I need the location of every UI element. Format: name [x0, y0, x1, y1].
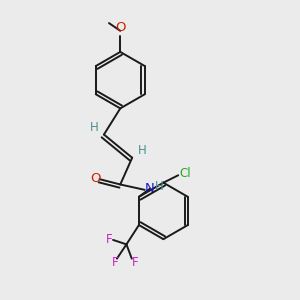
Text: F: F — [112, 256, 119, 269]
Text: O: O — [90, 172, 101, 185]
Text: O: O — [115, 21, 125, 34]
Text: Cl: Cl — [179, 167, 190, 180]
Text: F: F — [106, 232, 113, 245]
Text: H: H — [138, 144, 146, 157]
Text: F: F — [132, 256, 139, 269]
Text: H: H — [90, 121, 98, 134]
Text: H: H — [154, 180, 163, 193]
Text: N: N — [145, 182, 155, 195]
